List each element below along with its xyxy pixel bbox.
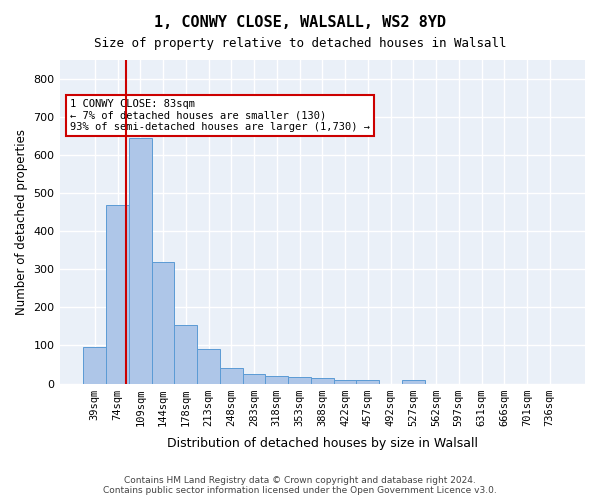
Bar [106,204,129,384]
Text: 1 CONWY CLOSE: 83sqm
← 7% of detached houses are smaller (130)
93% of semi-detac: 1 CONWY CLOSE: 83sqm ← 7% of detached ho… [70,99,370,132]
Bar [175,326,197,384]
Bar [288,378,311,384]
Bar [311,378,334,384]
Bar [242,374,265,384]
Bar [129,138,152,384]
Bar [402,380,425,384]
Text: 1, CONWY CLOSE, WALSALL, WS2 8YD: 1, CONWY CLOSE, WALSALL, WS2 8YD [154,15,446,30]
Text: Size of property relative to detached houses in Walsall: Size of property relative to detached ho… [94,38,506,51]
Bar [83,348,106,384]
Bar [197,348,220,384]
Bar [220,368,242,384]
Bar [356,380,379,384]
Bar [334,380,356,384]
Y-axis label: Number of detached properties: Number of detached properties [15,129,28,315]
Bar [265,376,288,384]
Text: Contains HM Land Registry data © Crown copyright and database right 2024.
Contai: Contains HM Land Registry data © Crown c… [103,476,497,495]
Bar [152,262,175,384]
X-axis label: Distribution of detached houses by size in Walsall: Distribution of detached houses by size … [167,437,478,450]
